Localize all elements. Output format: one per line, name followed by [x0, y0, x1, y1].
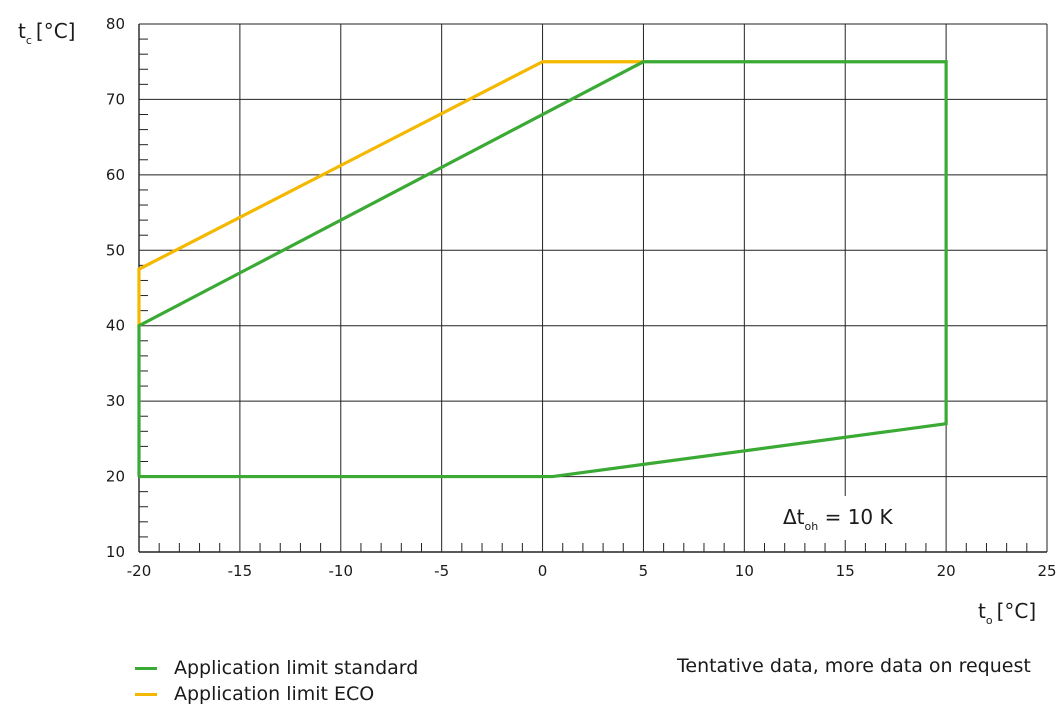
y-tick-label: 60: [106, 166, 125, 184]
y-tick-label: 80: [106, 15, 125, 33]
legend-item-standard: Application limit standard: [135, 655, 418, 681]
annotation-background: [772, 496, 924, 540]
x-tick-label: -20: [127, 562, 152, 580]
superheat-annotation: Δtoh = 10 K: [783, 505, 894, 533]
grid: [138, 23, 1048, 553]
x-tick-label: -10: [329, 562, 354, 580]
footnote: Tentative data, more data on request: [677, 655, 1031, 677]
y-tick-label: 30: [106, 392, 125, 410]
legend-item-eco: Application limit ECO: [135, 681, 418, 707]
x-tick-label: 10: [735, 562, 754, 580]
x-tick-label: 0: [538, 562, 548, 580]
x-tick-label: 15: [836, 562, 855, 580]
y-tick-label: 70: [106, 90, 125, 108]
x-tick-label: 5: [639, 562, 649, 580]
legend-swatch-eco: [135, 692, 157, 696]
y-tick-label: 50: [106, 241, 125, 259]
legend-label-eco: Application limit ECO: [174, 683, 375, 705]
x-tick-label: 20: [937, 562, 956, 580]
y-axis-label: tc [°C]: [18, 19, 75, 47]
series-layer: [137, 60, 948, 479]
x-tick-label: -5: [434, 562, 449, 580]
x-tick-label: -15: [228, 562, 253, 580]
legend-label-standard: Application limit standard: [174, 657, 419, 679]
y-tick-label: 40: [106, 317, 125, 335]
x-tick-label: 25: [1037, 562, 1056, 580]
series-line-standard: [137, 60, 948, 479]
legend-swatch-standard: [135, 666, 157, 670]
tick-labels: 10 20 30 40 50 60 70 80 -20 -15 -10 -5 0 5 10 15 20 25: [106, 15, 1057, 580]
legend: Application limit standard Application l…: [135, 655, 418, 707]
y-tick-label: 20: [106, 468, 125, 486]
y-tick-label: 10: [106, 543, 125, 561]
minor-ticks: [139, 38, 1028, 552]
series-line-eco: [137, 60, 644, 326]
envelope-chart: 10 20 30 40 50 60 70 80 -20 -15 -10 -5 0 5 10 15 20 25 tc…: [18, 15, 1057, 627]
x-axis-label: to [°C]: [978, 599, 1036, 627]
